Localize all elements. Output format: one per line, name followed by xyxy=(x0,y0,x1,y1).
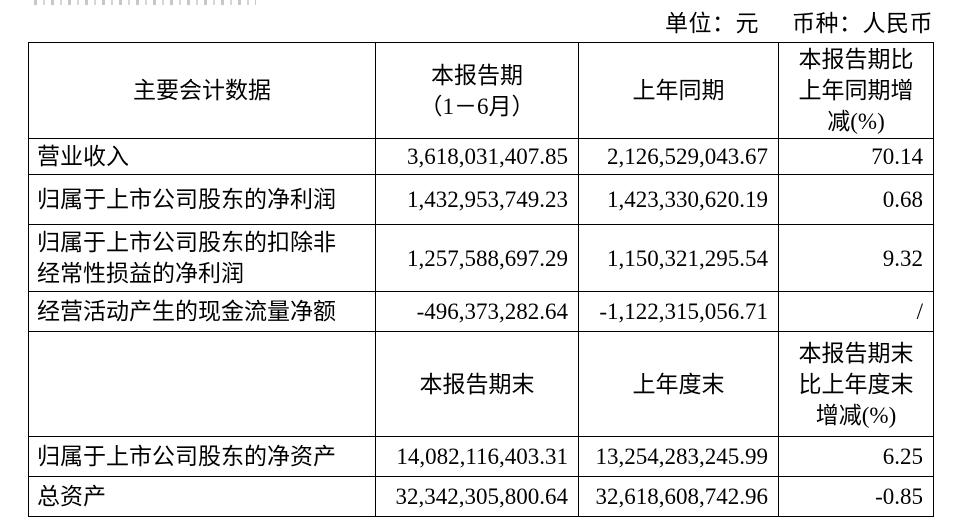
header-period-end-change-pct: 本报告期末 比上年度末 增减(%) xyxy=(778,331,934,437)
row-prior-value: 2,126,529,043.67 xyxy=(578,138,779,175)
row-change-value: 6.25 xyxy=(778,436,934,477)
header-main-accounting-data: 主要会计数据 xyxy=(28,42,376,139)
row-current-value: 3,618,031,407.85 xyxy=(375,138,579,175)
header-current-period: 本报告期 （1－6月） xyxy=(375,42,579,139)
table-row-net-profit: 归属于上市公司股东的净利润 1,432,953,749.23 1,423,330… xyxy=(28,174,934,225)
table-row-operating-cash-flow: 经营活动产生的现金流量净额 -496,373,282.64 -1,122,315… xyxy=(28,291,934,332)
row-prior-value: 13,254,283,245.99 xyxy=(578,436,779,477)
row-change-value: 70.14 xyxy=(778,138,934,175)
currency-label: 币种：人民币 xyxy=(792,11,933,36)
table-row-total-assets: 总资产 32,342,305,800.64 32,618,608,742.96 … xyxy=(28,476,934,517)
row-current-value: 14,082,116,403.31 xyxy=(375,436,579,477)
financial-data-table: 主要会计数据 本报告期 （1－6月） 上年同期 本报告期比 上年同期增 减(%)… xyxy=(28,42,934,517)
row-label: 经营活动产生的现金流量净额 xyxy=(28,291,376,332)
row-label: 总资产 xyxy=(28,476,376,517)
row-change-value: 0.68 xyxy=(778,174,934,225)
row-prior-value: -1,122,315,056.71 xyxy=(578,291,779,332)
header-prior-year-end: 上年度末 xyxy=(578,331,779,437)
header-prior-period: 上年同期 xyxy=(578,42,779,139)
row-label: 归属于上市公司股东的净利润 xyxy=(28,174,376,225)
header-current-period-end: 本报告期末 xyxy=(375,331,579,437)
header-row-period: 主要会计数据 本报告期 （1－6月） 上年同期 本报告期比 上年同期增 减(%) xyxy=(28,42,934,139)
row-change-value: -0.85 xyxy=(778,476,934,517)
row-current-value: -496,373,282.64 xyxy=(375,291,579,332)
row-change-value: / xyxy=(778,291,934,332)
row-label: 归属于上市公司股东的扣除非 经常性损益的净利润 xyxy=(28,224,376,292)
row-current-value: 32,342,305,800.64 xyxy=(375,476,579,517)
row-current-value: 1,257,588,697.29 xyxy=(375,224,579,292)
table-row-revenue: 营业收入 3,618,031,407.85 2,126,529,043.67 7… xyxy=(28,138,934,175)
row-current-value: 1,432,953,749.23 xyxy=(375,174,579,225)
row-change-value: 9.32 xyxy=(778,224,934,292)
unit-label: 单位：元 xyxy=(665,11,759,36)
clipped-heading-fragment xyxy=(34,0,256,5)
row-label: 营业收入 xyxy=(28,138,376,175)
table-row-net-assets: 归属于上市公司股东的净资产 14,082,116,403.31 13,254,2… xyxy=(28,436,934,477)
row-prior-value: 1,423,330,620.19 xyxy=(578,174,779,225)
header-row-period-end: 本报告期末 上年度末 本报告期末 比上年度末 增减(%) xyxy=(28,331,934,437)
row-prior-value: 32,618,608,742.96 xyxy=(578,476,779,517)
units-currency-line: 单位：元 币种：人民币 xyxy=(665,9,933,39)
header-period-change-pct: 本报告期比 上年同期增 减(%) xyxy=(778,42,934,139)
table-row-net-profit-excl-nonrecurring: 归属于上市公司股东的扣除非 经常性损益的净利润 1,257,588,697.29… xyxy=(28,224,934,292)
header-empty-cell xyxy=(28,331,376,437)
row-label: 归属于上市公司股东的净资产 xyxy=(28,436,376,477)
row-prior-value: 1,150,321,295.54 xyxy=(578,224,779,292)
